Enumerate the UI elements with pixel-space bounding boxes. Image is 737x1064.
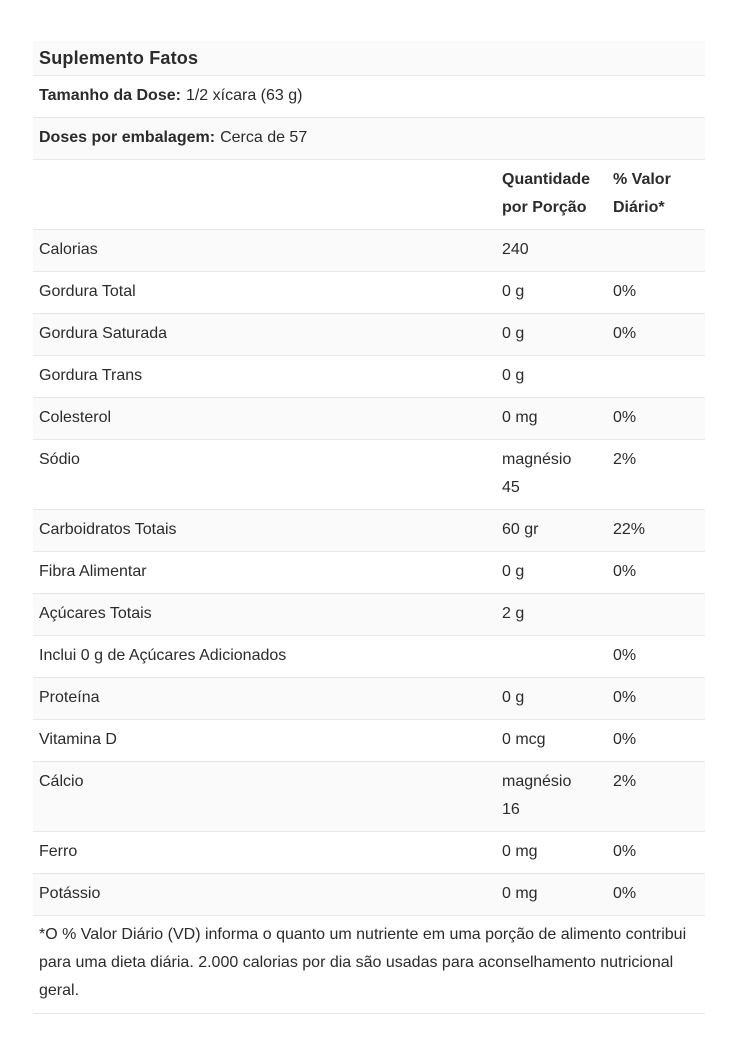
nutrient-amount: 0 mg — [502, 843, 538, 860]
table-row: Gordura Total 0 g 0% — [33, 272, 705, 314]
table-title-row: Suplemento Fatos — [33, 41, 705, 76]
serving-size-label: Tamanho da Dose: — [39, 87, 181, 104]
amount-column-header: Quantidade por Porção — [502, 171, 591, 216]
daily-value-column-header: % Valor Diário* — [613, 171, 671, 216]
nutrient-daily-value: 0% — [613, 325, 637, 342]
servings-per-container-row: Doses por embalagem: Cerca de 57 — [33, 118, 705, 160]
supplement-facts-table: Suplemento Fatos Tamanho da Dose: 1/2 xí… — [33, 41, 705, 1064]
page-title: Suplemento Fatos — [39, 48, 199, 68]
bottom-spacer — [33, 1014, 705, 1064]
nutrient-daily-value: 0% — [613, 647, 637, 664]
nutrient-label: Calorias — [39, 241, 98, 258]
nutrient-daily-value: 0% — [613, 283, 637, 300]
nutrient-daily-value: 0% — [613, 843, 637, 860]
nutrient-amount: magnésio 16 — [502, 773, 572, 818]
table-row: Sódio magnésio 45 2% — [33, 440, 705, 510]
nutrient-daily-value: 0% — [613, 885, 637, 902]
column-header-row: Quantidade por Porção % Valor Diário* — [33, 160, 705, 230]
nutrient-amount: 0 g — [502, 563, 525, 580]
table-row: Carboidratos Totais 60 gr 22% — [33, 510, 705, 552]
nutrient-amount: 0 mcg — [502, 731, 546, 748]
nutrient-label: Potássio — [39, 885, 101, 902]
table-row: Gordura Trans 0 g — [33, 356, 705, 398]
nutrient-label: Gordura Trans — [39, 367, 143, 384]
nutrient-label: Carboidratos Totais — [39, 521, 177, 538]
nutrient-label: Proteína — [39, 689, 100, 706]
nutrient-amount: magnésio 45 — [502, 451, 572, 496]
table-row: Cálcio magnésio 16 2% — [33, 762, 705, 832]
table-row: Açúcares Totais 2 g — [33, 594, 705, 636]
nutrient-amount: 60 gr — [502, 521, 539, 538]
table-row: Vitamina D 0 mcg 0% — [33, 720, 705, 762]
daily-value-footnote: *O % Valor Diário (VD) informa o quanto … — [39, 926, 687, 999]
footnote-row: *O % Valor Diário (VD) informa o quanto … — [33, 916, 705, 1014]
nutrient-daily-value: 0% — [613, 563, 637, 580]
table-row: Inclui 0 g de Açúcares Adicionados 0% — [33, 636, 705, 678]
nutrient-label: Sódio — [39, 451, 80, 468]
nutrient-daily-value: 22% — [613, 521, 646, 538]
table-row: Calorias 240 — [33, 230, 705, 272]
serving-size-row: Tamanho da Dose: 1/2 xícara (63 g) — [33, 76, 705, 118]
nutrient-daily-value: 0% — [613, 409, 637, 426]
table-body: Calorias 240 Gordura Total 0 g 0% Gordur… — [33, 230, 705, 916]
table-row: Colesterol 0 mg 0% — [33, 398, 705, 440]
servings-per-container-label: Doses por embalagem: — [39, 129, 216, 146]
nutrient-amount: 0 g — [502, 325, 525, 342]
nutrient-label: Cálcio — [39, 773, 84, 790]
nutrient-amount: 0 g — [502, 689, 525, 706]
nutrient-label: Gordura Saturada — [39, 325, 168, 342]
nutrient-daily-value: 2% — [613, 451, 637, 468]
table-row: Gordura Saturada 0 g 0% — [33, 314, 705, 356]
table-row: Proteína 0 g 0% — [33, 678, 705, 720]
nutrient-amount: 0 g — [502, 283, 525, 300]
servings-per-container-value: Cerca de 57 — [220, 129, 308, 146]
table-row: Potássio 0 mg 0% — [33, 874, 705, 916]
serving-size-value: 1/2 xícara (63 g) — [185, 87, 303, 104]
nutrient-label: Gordura Total — [39, 283, 136, 300]
nutrient-label: Fibra Alimentar — [39, 563, 147, 580]
nutrient-amount: 0 mg — [502, 409, 538, 426]
nutrient-amount: 240 — [502, 241, 529, 258]
nutrient-daily-value: 2% — [613, 773, 637, 790]
table-row: Fibra Alimentar 0 g 0% — [33, 552, 705, 594]
nutrient-daily-value: 0% — [613, 689, 637, 706]
nutrient-label: Vitamina D — [39, 731, 117, 748]
nutrient-label: Ferro — [39, 843, 78, 860]
nutrient-label: Colesterol — [39, 409, 112, 426]
nutrient-amount: 0 mg — [502, 885, 538, 902]
nutrient-label: Açúcares Totais — [39, 605, 152, 622]
nutrient-label: Inclui 0 g de Açúcares Adicionados — [39, 647, 287, 664]
nutrient-amount: 0 g — [502, 367, 525, 384]
nutrient-amount: 2 g — [502, 605, 525, 622]
table-row: Ferro 0 mg 0% — [33, 832, 705, 874]
nutrient-daily-value: 0% — [613, 731, 637, 748]
